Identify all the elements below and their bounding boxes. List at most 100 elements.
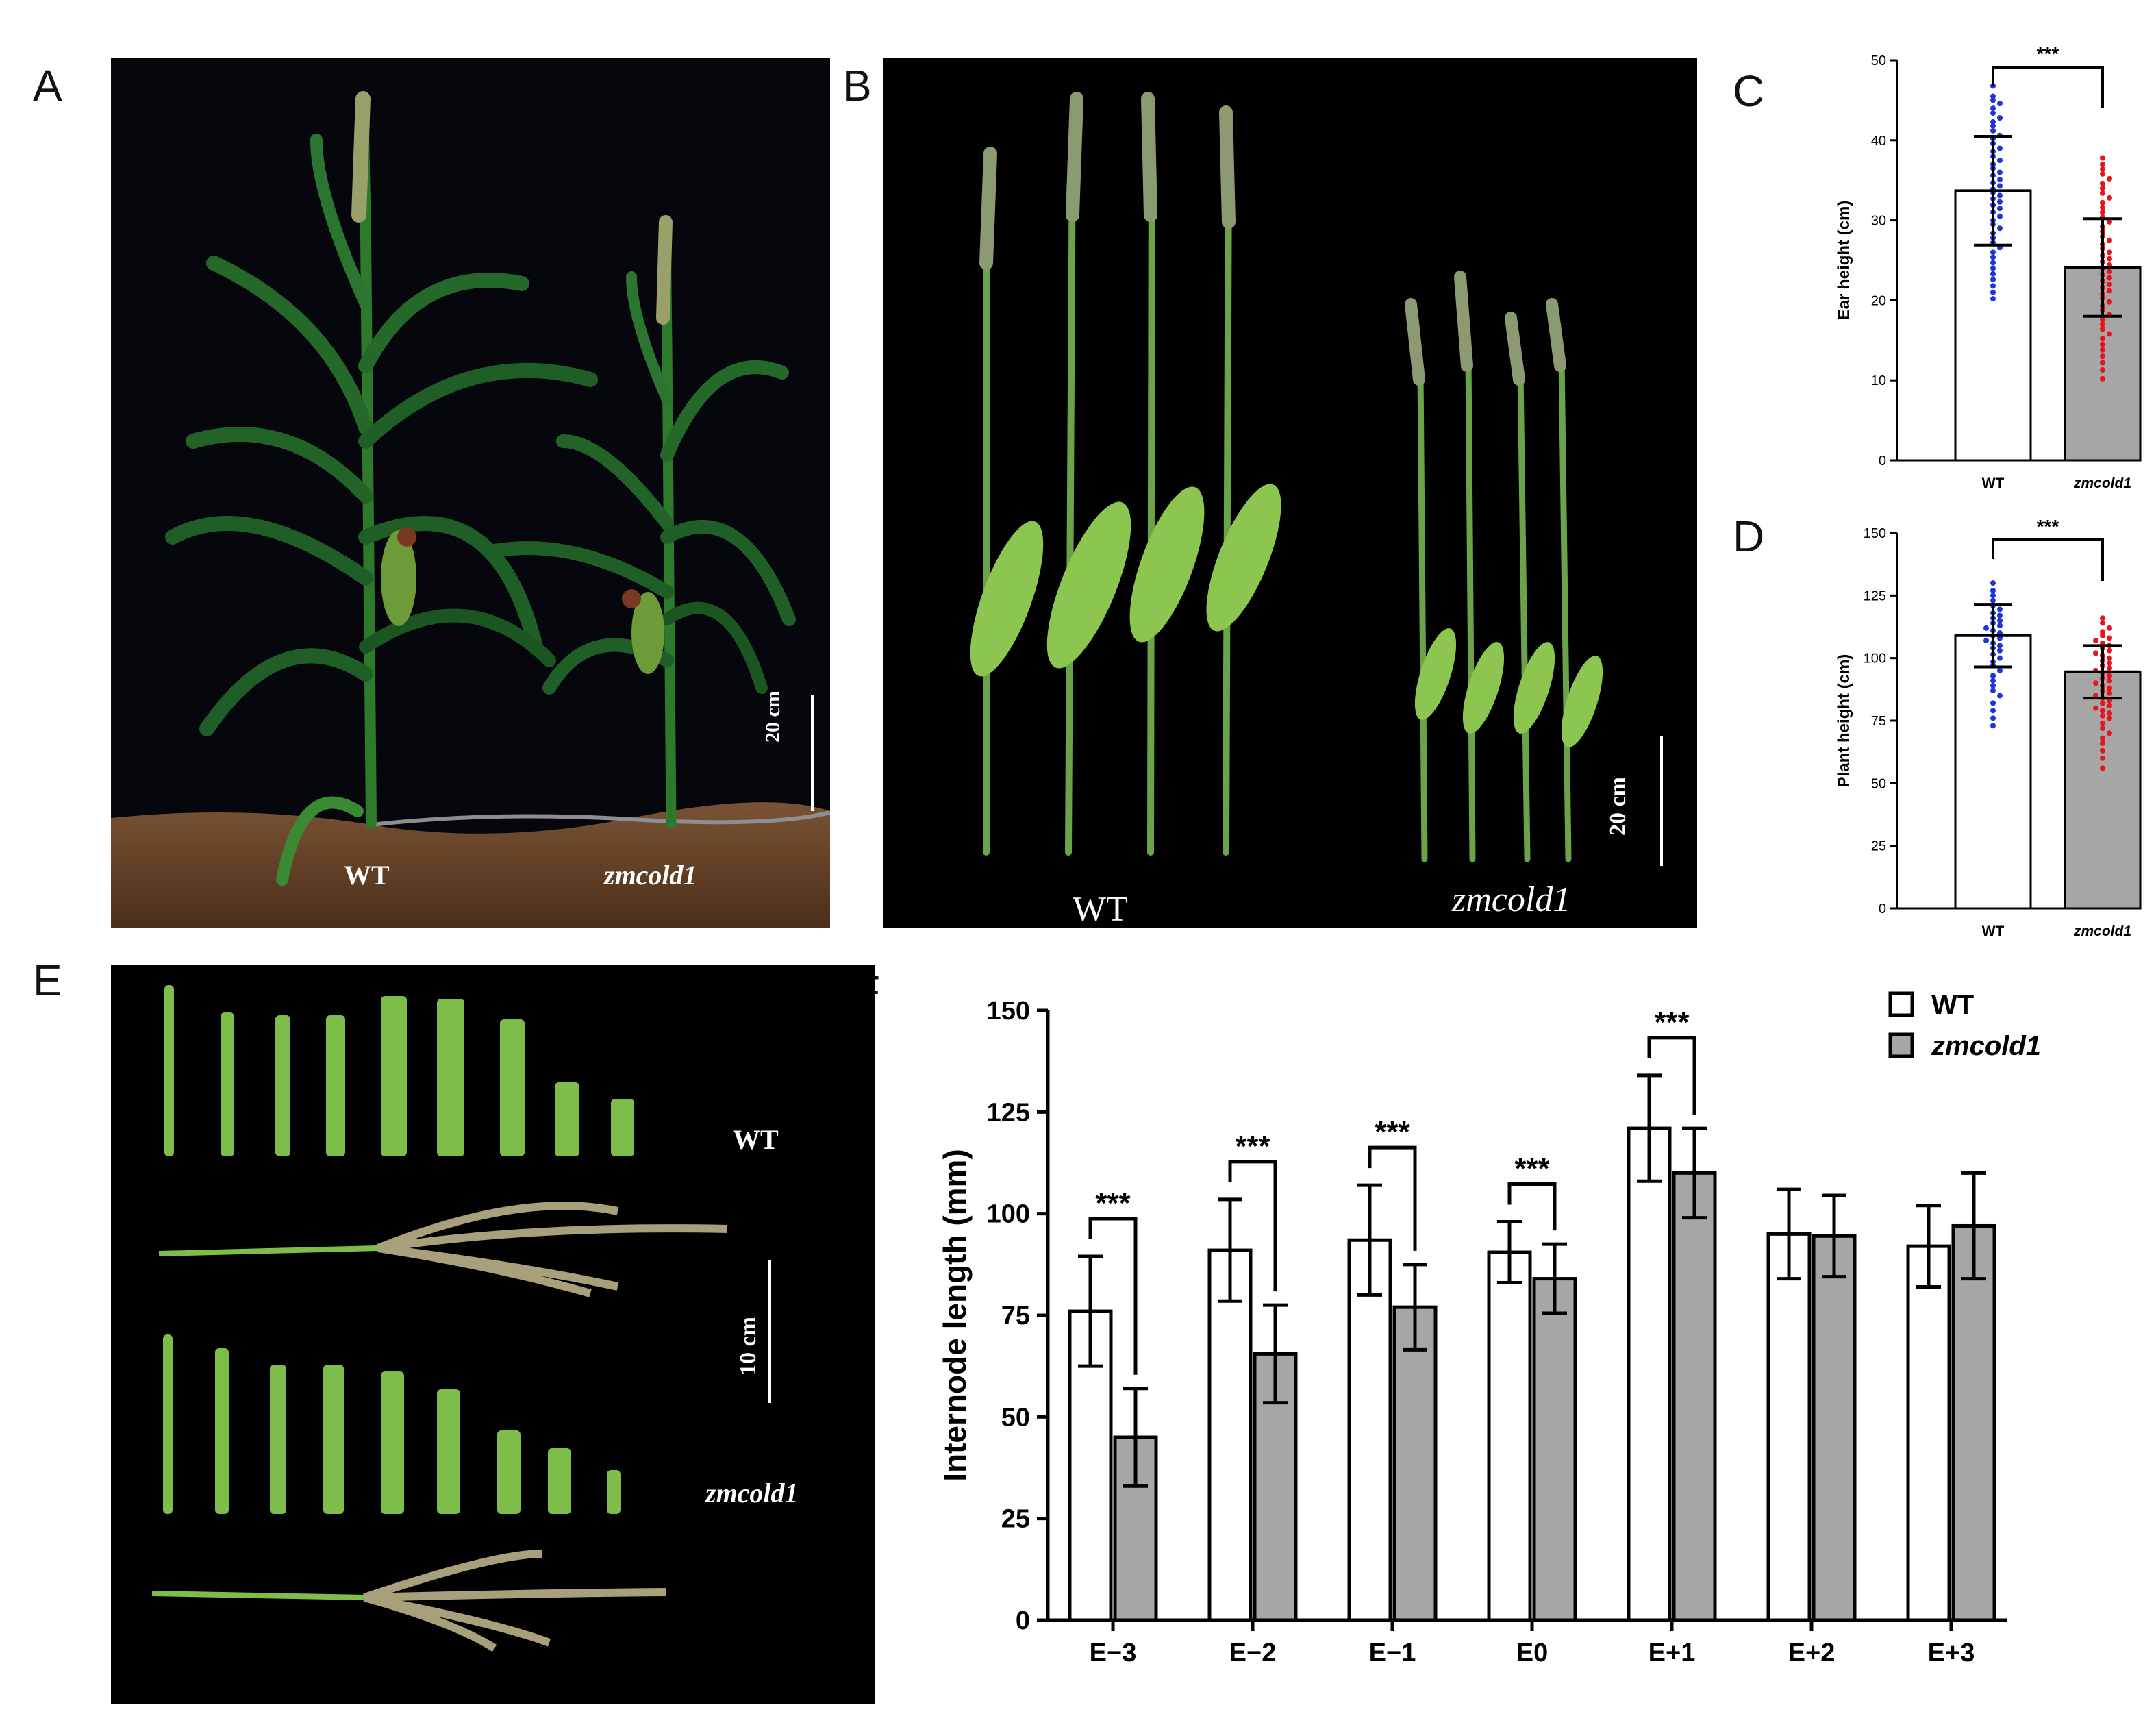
significance-bracket bbox=[1088, 1217, 1138, 1375]
bar bbox=[1906, 1244, 1951, 1622]
data-point bbox=[2100, 765, 2105, 771]
data-point bbox=[2100, 185, 2105, 191]
data-point bbox=[1997, 213, 2003, 219]
data-point bbox=[1997, 115, 2003, 121]
data-point bbox=[1990, 700, 1996, 706]
data-point bbox=[2107, 175, 2112, 182]
legend-label: WT bbox=[1931, 990, 1974, 1020]
significance-bracket bbox=[1647, 1036, 1696, 1115]
panel-letter-b: B bbox=[842, 61, 872, 110]
data-point bbox=[2107, 710, 2112, 717]
data-point bbox=[2093, 705, 2098, 711]
data-point bbox=[2107, 195, 2112, 201]
panel-letter-d: D bbox=[1733, 512, 1765, 561]
data-point bbox=[2100, 712, 2105, 719]
data-point bbox=[2100, 321, 2105, 327]
photo-b-illustration bbox=[970, 92, 1663, 866]
bar bbox=[1487, 1250, 1532, 1622]
bar bbox=[1347, 1238, 1392, 1622]
data-point bbox=[1990, 708, 1996, 714]
y-tick-label: 75 bbox=[1001, 1302, 1030, 1330]
data-point bbox=[2107, 275, 2112, 281]
y-tick-label: 50 bbox=[1871, 53, 1886, 69]
data-point bbox=[2100, 725, 2105, 731]
data-point bbox=[2100, 632, 2105, 638]
chart-c-svg: 0 10 20 30 40 50 Ear height (cm) WT zmcold1 *** bbox=[1835, 43, 2142, 491]
y-tick-label: 25 bbox=[1001, 1505, 1030, 1534]
x-tick-label: E+2 bbox=[1788, 1639, 1835, 1667]
data-point bbox=[2100, 620, 2105, 626]
data-point bbox=[2107, 269, 2112, 275]
x-tick-label: WT bbox=[1982, 923, 2005, 939]
significance-label: *** bbox=[1235, 1130, 1270, 1163]
data-point bbox=[2107, 665, 2112, 671]
data-point bbox=[2100, 166, 2105, 172]
photo-e-internodes: WT zmcold1 10 cm bbox=[111, 965, 875, 1704]
chart-d-svg: 0 25 50 75 100 125 150 Plant height (cm) WT zmcol… bbox=[1835, 516, 2142, 939]
significance-label: *** bbox=[1654, 1006, 1690, 1039]
data-point bbox=[1997, 206, 2003, 212]
chart-c-ear-height: 0 10 20 30 40 50 Ear height (cm) WT zmcold1 *** bbox=[1781, 41, 2151, 514]
data-point bbox=[2107, 730, 2112, 736]
data-point bbox=[1997, 183, 2003, 189]
bar bbox=[1951, 1223, 1996, 1622]
photo-e-illustration bbox=[151, 985, 771, 1652]
x-tick-label: zmcold1 bbox=[2073, 923, 2131, 939]
x-tick-label: E0 bbox=[1516, 1639, 1548, 1667]
data-point bbox=[1997, 199, 2003, 205]
data-point bbox=[1990, 271, 1996, 277]
chart-f-svg: 0 25 50 75 100 125 150 Internode length (mm) E−3… bbox=[937, 990, 2041, 1667]
bar bbox=[1392, 1305, 1438, 1622]
chart-d-plant-height: 0 25 50 75 100 125 150 Plant height (cm) WT zmcol… bbox=[1781, 516, 2151, 966]
photo-b-wt-label: WT bbox=[1073, 890, 1128, 928]
bar bbox=[1113, 1435, 1158, 1622]
x-tick-label: WT bbox=[1982, 475, 2005, 491]
data-point bbox=[2107, 331, 2112, 337]
data-point bbox=[1990, 283, 1996, 289]
bar bbox=[1207, 1248, 1253, 1622]
bar bbox=[1532, 1277, 1577, 1622]
data-point bbox=[2107, 219, 2112, 225]
significance-bracket bbox=[1368, 1145, 1417, 1251]
data-point bbox=[2100, 740, 2105, 746]
significance-label: *** bbox=[1095, 1186, 1131, 1220]
significance-label: *** bbox=[2037, 516, 2059, 537]
significance-bracket bbox=[1992, 538, 2104, 581]
data-point bbox=[1990, 580, 1996, 586]
data-point bbox=[1997, 145, 2003, 151]
data-point bbox=[2107, 715, 2112, 721]
photo-a-illustration bbox=[111, 91, 830, 928]
y-tick-label: 0 bbox=[1016, 1606, 1030, 1635]
panel-letter-e: E bbox=[33, 956, 62, 1005]
bar bbox=[1954, 189, 2032, 462]
y-tick-label: 50 bbox=[1001, 1403, 1030, 1432]
data-point bbox=[2107, 288, 2112, 294]
data-point bbox=[2100, 360, 2105, 366]
data-point bbox=[2107, 673, 2112, 679]
data-point bbox=[2100, 326, 2105, 332]
legend-swatch bbox=[1888, 1032, 1914, 1058]
data-point bbox=[2107, 256, 2112, 262]
data-point bbox=[2100, 375, 2105, 382]
data-point bbox=[2100, 190, 2105, 196]
data-point bbox=[2107, 660, 2112, 666]
significance-bracket bbox=[1507, 1182, 1557, 1231]
data-point bbox=[1990, 254, 1996, 260]
data-point bbox=[2100, 747, 2105, 754]
y-tick-label: 100 bbox=[987, 1200, 1030, 1229]
data-point bbox=[2100, 161, 2105, 167]
data-point bbox=[2100, 735, 2105, 741]
x-tick-label: E+1 bbox=[1649, 1639, 1696, 1667]
data-point bbox=[2100, 316, 2105, 323]
data-point bbox=[2107, 678, 2112, 684]
photo-a-maize-plants: WT zmcold1 20 cm bbox=[111, 58, 830, 928]
data-point bbox=[1990, 249, 1996, 256]
bar bbox=[1627, 1126, 1672, 1622]
x-tick-label: E+3 bbox=[1928, 1639, 1975, 1667]
data-point bbox=[1990, 93, 1996, 99]
data-point bbox=[1990, 682, 1996, 688]
data-point bbox=[2100, 347, 2105, 353]
photo-e-scale-label: 10 cm bbox=[736, 1317, 761, 1376]
photo-a-mutant-label: zmcold1 bbox=[604, 860, 697, 891]
data-point bbox=[1990, 673, 1996, 679]
